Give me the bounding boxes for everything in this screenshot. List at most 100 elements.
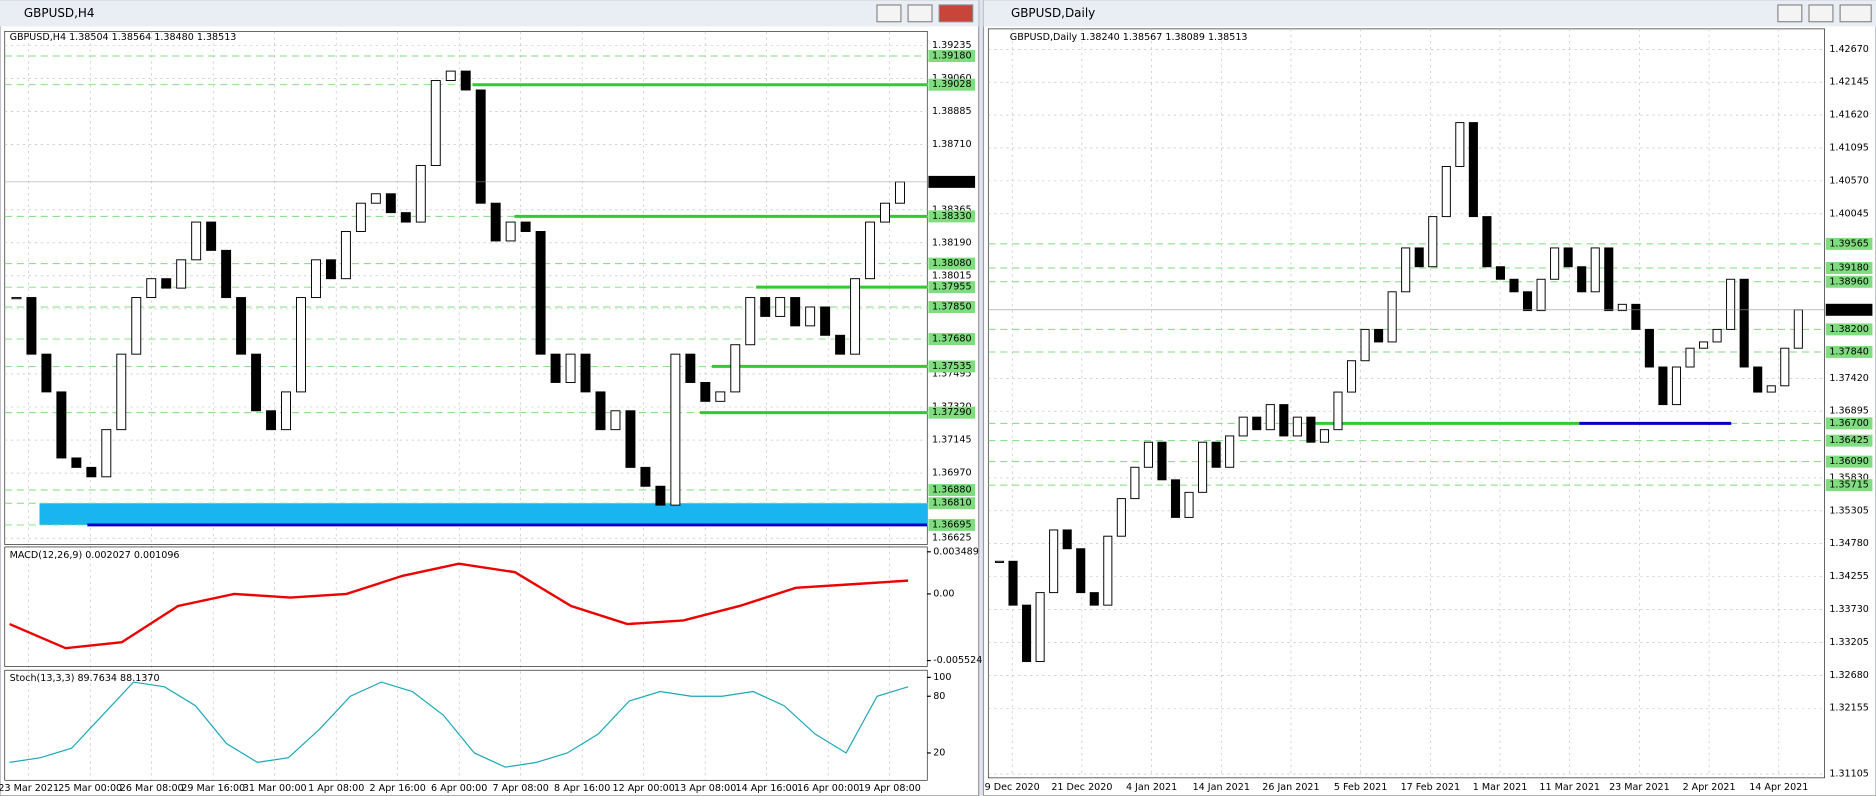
candle bbox=[1441, 165, 1451, 218]
close-button[interactable] bbox=[1839, 4, 1872, 23]
candle bbox=[1482, 216, 1492, 268]
candle bbox=[1455, 122, 1465, 167]
candle bbox=[296, 297, 306, 393]
candle bbox=[1644, 328, 1654, 368]
close-button[interactable] bbox=[938, 4, 974, 23]
time-label: 31 Mar 00:00 bbox=[243, 783, 307, 794]
time-label: 4 Jan 2021 bbox=[1126, 782, 1177, 793]
candle bbox=[1035, 592, 1045, 663]
price-label: 1.36970 bbox=[932, 468, 972, 479]
tick-label: 20 bbox=[933, 747, 945, 758]
level-tag bbox=[1825, 455, 1873, 468]
price-label: 1.38365 bbox=[932, 204, 972, 215]
title-bar bbox=[0, 0, 979, 27]
candle bbox=[1766, 385, 1776, 393]
level-label: 1.36090 bbox=[1829, 456, 1869, 467]
level-label: 1.39565 bbox=[1829, 238, 1869, 249]
stoch-line bbox=[9, 681, 909, 768]
candle bbox=[370, 193, 381, 204]
candle bbox=[1739, 278, 1749, 368]
time-label: 14 Apr 2021 bbox=[1749, 782, 1808, 793]
level-label: 1.39180 bbox=[932, 51, 972, 62]
minimize-button[interactable] bbox=[876, 4, 902, 23]
current-price: 1.38513 bbox=[1829, 304, 1869, 315]
candle bbox=[1022, 604, 1032, 663]
candle bbox=[71, 457, 82, 468]
candle bbox=[236, 297, 247, 355]
level-tag bbox=[928, 78, 976, 91]
time-label: 14 Jan 2021 bbox=[1193, 782, 1250, 793]
level-tag bbox=[928, 497, 976, 510]
candle bbox=[1428, 216, 1438, 268]
candle bbox=[1401, 247, 1411, 293]
candle bbox=[131, 297, 142, 355]
title-bar bbox=[983, 0, 1876, 27]
candle bbox=[1211, 441, 1221, 468]
level-tag bbox=[928, 484, 976, 497]
level-label: 1.36700 bbox=[1829, 418, 1869, 429]
candle bbox=[1360, 328, 1370, 362]
candle bbox=[221, 249, 232, 299]
price-label: 1.40570 bbox=[1829, 175, 1869, 186]
candle bbox=[1753, 366, 1763, 393]
candle bbox=[520, 221, 531, 232]
time-label: 23 Mar 2021 bbox=[1609, 782, 1670, 793]
candle bbox=[1292, 416, 1302, 437]
chart-info: GBPUSD,H4 1.38504 1.38564 1.38480 1.3851… bbox=[10, 32, 237, 43]
candle bbox=[1780, 347, 1790, 387]
candle bbox=[400, 212, 411, 223]
candle bbox=[805, 306, 816, 327]
level-tag bbox=[1825, 417, 1873, 430]
candle bbox=[1089, 592, 1099, 606]
price-label: 1.32155 bbox=[1829, 703, 1869, 714]
price-label: 1.34255 bbox=[1829, 571, 1869, 582]
level-label: 1.38330 bbox=[932, 211, 972, 222]
candle bbox=[1468, 122, 1478, 218]
level-tag bbox=[1825, 237, 1873, 250]
candle bbox=[1252, 416, 1262, 431]
candle bbox=[1319, 429, 1329, 443]
candle bbox=[1793, 309, 1803, 349]
price-label: 1.40045 bbox=[1829, 208, 1869, 219]
level-tag bbox=[928, 301, 976, 313]
time-label: 16 Apr 00:00 bbox=[797, 783, 859, 794]
price-label: 1.41620 bbox=[1829, 110, 1869, 121]
price-label: 1.42145 bbox=[1829, 77, 1869, 88]
candle bbox=[625, 410, 636, 468]
level-tag bbox=[928, 50, 976, 62]
maximize-button[interactable] bbox=[907, 4, 933, 23]
candle bbox=[1577, 266, 1587, 293]
candle bbox=[655, 485, 666, 506]
level-label: 1.35715 bbox=[1829, 480, 1869, 491]
candle bbox=[1604, 247, 1614, 312]
time-label: 25 Mar 00:00 bbox=[58, 783, 122, 794]
level-label: 1.36695 bbox=[932, 519, 972, 530]
macd-line bbox=[9, 562, 909, 650]
level-label: 1.37955 bbox=[932, 282, 972, 293]
candle bbox=[1617, 303, 1627, 312]
candle bbox=[880, 202, 890, 223]
time-label: 1 Mar 2021 bbox=[1473, 782, 1528, 793]
price-label: 1.38885 bbox=[932, 106, 972, 117]
candle bbox=[1563, 247, 1573, 268]
candle bbox=[101, 429, 112, 478]
candle bbox=[595, 391, 606, 431]
minimize-button[interactable] bbox=[1777, 4, 1803, 23]
candle bbox=[775, 297, 786, 317]
tick-label: -0.005524 bbox=[933, 655, 982, 666]
candle bbox=[445, 70, 456, 82]
candle bbox=[670, 353, 681, 506]
candle bbox=[475, 89, 486, 204]
maximize-button[interactable] bbox=[1808, 4, 1834, 23]
candle bbox=[505, 221, 516, 242]
candle bbox=[1170, 479, 1181, 518]
tick-label: 100 bbox=[933, 672, 951, 683]
price-label: 1.31105 bbox=[1829, 769, 1869, 780]
candle bbox=[1374, 328, 1384, 343]
candle bbox=[176, 259, 187, 289]
window-title: GBPUSD,Daily bbox=[1011, 6, 1095, 20]
candle bbox=[355, 202, 366, 232]
price-label: 1.35305 bbox=[1829, 505, 1869, 516]
candle bbox=[1536, 278, 1546, 312]
price-label: 1.35830 bbox=[1829, 472, 1869, 483]
